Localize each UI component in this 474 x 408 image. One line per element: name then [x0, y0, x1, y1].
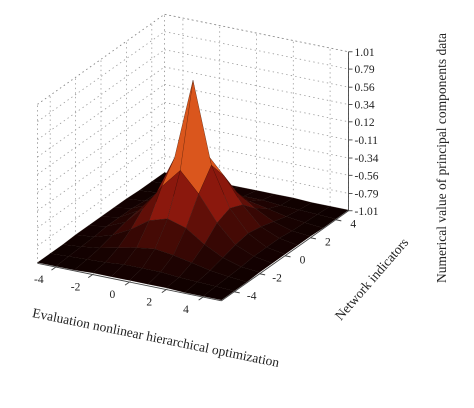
- back-wall-grid-line: [164, 102, 349, 141]
- left-wall-grid-line: [37, 49, 165, 141]
- label-layer: -4 -2 0 2 4 -4 -2 0 2 4 1.01 0.79 0.56 0.34 0.12 -0.11 -…: [34, 47, 379, 316]
- grid-layer: [37, 13, 349, 298]
- x-tick-label: 0: [110, 289, 116, 301]
- left-wall-grid-line: [37, 83, 165, 175]
- y-tick-label: -2: [272, 272, 282, 284]
- left-wall-grid-line: [37, 120, 165, 211]
- x-tick-label: -2: [71, 282, 81, 294]
- surface-facet: [202, 286, 235, 301]
- x-tick-mark: [124, 281, 130, 286]
- pane-frame: [37, 13, 349, 211]
- y-tick-mark: [310, 237, 317, 240]
- z-axis-label: Numerical value of principal components …: [434, 33, 449, 283]
- x-tick-mark: [51, 266, 57, 271]
- back-wall-grid-line: [164, 13, 349, 53]
- z-tick-label: -1.01: [355, 206, 379, 218]
- y-tick-mark: [284, 255, 291, 258]
- x-tick-label: 2: [146, 297, 152, 309]
- z-tick-label: 0.34: [355, 100, 375, 112]
- surface-layer: [37, 80, 349, 301]
- z-tick-label: -0.34: [355, 153, 379, 165]
- back-wall-grid-line: [164, 83, 349, 123]
- back-wall-grid-line: [164, 49, 349, 88]
- x-tick-mark: [198, 296, 204, 301]
- left-wall-grid-line: [37, 102, 165, 193]
- y-tick-mark: [335, 219, 342, 222]
- z-tick-label: 0.79: [355, 64, 375, 76]
- x-tick-mark: [161, 289, 167, 294]
- y-axis-label: Network indicators: [332, 235, 411, 323]
- z-tick-label: 0.56: [355, 82, 375, 94]
- y-tick-label: 2: [325, 236, 331, 248]
- back-wall-grid-line: [164, 155, 349, 194]
- x-axis-label: Evaluation nonlinear hierarchical optimi…: [31, 305, 281, 370]
- z-tick-label: 1.01: [355, 47, 375, 59]
- x-tick-label: 4: [183, 304, 189, 316]
- left-wall-grid-line: [37, 137, 165, 229]
- back-wall-grid-line: [164, 137, 349, 176]
- left-wall-grid-line: [37, 155, 165, 247]
- axis-layer: [37, 51, 353, 302]
- back-wall-grid-line: [164, 120, 349, 159]
- y-tick-mark: [234, 291, 240, 294]
- z-tick-label: -0.56: [355, 170, 379, 182]
- y-tick-label: 4: [350, 218, 356, 230]
- back-wall-grid-line: [164, 31, 349, 70]
- z-tick-label: -0.11: [355, 135, 379, 147]
- z-tick-label: 0.12: [355, 117, 375, 129]
- x-tick-label: -4: [34, 274, 44, 286]
- z-tick-label: -0.79: [355, 188, 379, 200]
- left-wall-grid-line: [37, 66, 165, 158]
- y-tick-label: -4: [247, 290, 257, 302]
- y-tick-label: 0: [300, 254, 306, 266]
- y-tick-mark: [259, 273, 266, 276]
- left-wall-grid-line: [37, 31, 165, 122]
- back-wall-grid-line: [164, 66, 349, 105]
- x-tick-mark: [87, 274, 93, 279]
